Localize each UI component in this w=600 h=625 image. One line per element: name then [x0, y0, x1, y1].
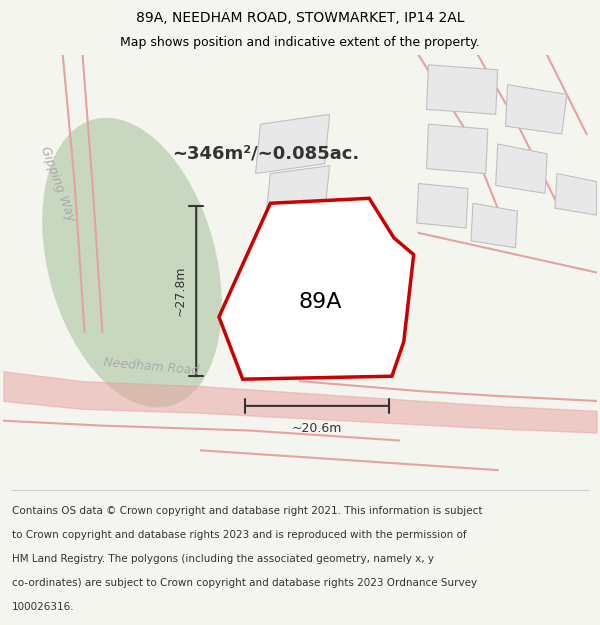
Polygon shape: [427, 124, 488, 174]
Text: ~20.6m: ~20.6m: [292, 422, 343, 435]
Text: Contains OS data © Crown copyright and database right 2021. This information is : Contains OS data © Crown copyright and d…: [12, 506, 482, 516]
Text: to Crown copyright and database rights 2023 and is reproduced with the permissio: to Crown copyright and database rights 2…: [12, 530, 467, 540]
Polygon shape: [256, 114, 329, 174]
Text: 89A: 89A: [298, 292, 341, 312]
Text: co-ordinates) are subject to Crown copyright and database rights 2023 Ordnance S: co-ordinates) are subject to Crown copyr…: [12, 578, 477, 588]
Text: ~346m²/~0.085ac.: ~346m²/~0.085ac.: [172, 145, 359, 163]
Polygon shape: [555, 174, 596, 215]
Text: Map shows position and indicative extent of the property.: Map shows position and indicative extent…: [120, 36, 480, 49]
Text: Gipping Way: Gipping Way: [38, 144, 77, 222]
Polygon shape: [496, 144, 547, 193]
Polygon shape: [265, 166, 329, 221]
Polygon shape: [471, 203, 517, 248]
Text: Needham Road: Needham Road: [103, 356, 199, 377]
Text: ~27.8m: ~27.8m: [173, 266, 187, 316]
Text: HM Land Registry. The polygons (including the associated geometry, namely x, y: HM Land Registry. The polygons (includin…: [12, 554, 434, 564]
Polygon shape: [427, 65, 497, 114]
Text: 100026316.: 100026316.: [12, 602, 74, 612]
Text: 89A, NEEDHAM ROAD, STOWMARKET, IP14 2AL: 89A, NEEDHAM ROAD, STOWMARKET, IP14 2AL: [136, 11, 464, 25]
Polygon shape: [506, 84, 567, 134]
Polygon shape: [416, 184, 468, 228]
Ellipse shape: [42, 118, 222, 408]
Polygon shape: [219, 198, 413, 379]
